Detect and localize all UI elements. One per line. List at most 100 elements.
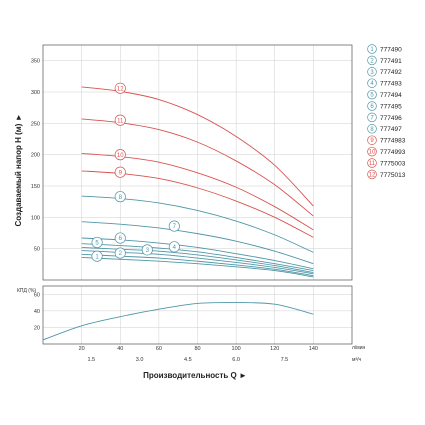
flow-tick-140: 140	[309, 346, 318, 352]
flow-tick-secondary-4.5: 4.5	[184, 357, 192, 363]
efficiency-y-ticks: 20 40 60	[34, 292, 40, 331]
efficiency-tick-60: 60	[34, 292, 40, 298]
curve-badge-12	[114, 82, 126, 94]
legend-badge-2	[367, 55, 377, 66]
head-tick-350: 350	[31, 59, 40, 65]
flow-tick-secondary-1.5: 1.5	[87, 357, 95, 363]
efficiency-curve	[42, 302, 314, 341]
legend-badge-9	[367, 135, 377, 145]
curve-badge-label-12: 12	[117, 86, 124, 92]
flow-tick-20: 20	[79, 346, 85, 352]
efficiency-frame	[42, 285, 353, 345]
curve-badge-11	[114, 114, 126, 126]
head-tick-50: 50	[34, 247, 40, 253]
legend-item-10: 7774993	[380, 149, 406, 156]
legend-badge-1	[367, 44, 377, 54]
legend-badge-11	[367, 158, 377, 168]
legend-badge-label-11: 11	[369, 161, 376, 167]
efficiency-curve-line	[42, 302, 314, 341]
legend-item-12: 7775013	[380, 172, 406, 179]
curve-badge-label-5: 5	[95, 241, 99, 247]
head-curve-7	[81, 221, 314, 265]
head-tick-250: 250	[31, 121, 40, 127]
legend-badge-6	[367, 101, 377, 111]
curve-badge-label-9: 9	[119, 170, 123, 176]
flow-tick-120: 120	[270, 346, 279, 352]
flow-tick-100: 100	[232, 346, 241, 352]
head-curve-5	[81, 243, 314, 272]
legend-item-3: 777492	[380, 69, 402, 76]
curve-badge-1	[91, 250, 103, 262]
legend-badge-5	[367, 89, 377, 100]
legend-item-7: 777496	[380, 115, 402, 122]
legend-badge-label-7: 7	[370, 115, 374, 121]
flow-tick-secondary-7.5: 7.5	[281, 357, 289, 363]
curve-badge-label-8: 8	[119, 195, 123, 201]
curve-badge-7	[168, 220, 180, 232]
flow-axis-title: Производительность Q ►	[143, 371, 247, 380]
curve-badge-9	[114, 166, 126, 178]
legend-item-11: 7775003	[380, 160, 406, 167]
legend-badge-4	[367, 78, 377, 88]
legend-badge-label-5: 5	[370, 93, 374, 99]
legend-badge-label-1: 1	[370, 47, 374, 53]
efficiency-tick-20: 20	[34, 325, 40, 331]
flow-unit-m3h: м³/ч	[352, 357, 361, 363]
head-curve-1	[81, 256, 314, 278]
flow-tick-40: 40	[117, 346, 123, 352]
legend-badge-label-8: 8	[370, 127, 374, 133]
legend-badge-label-2: 2	[370, 58, 374, 64]
legend-badge-label-9: 9	[370, 138, 374, 144]
efficiency-axis-title: КПД (%)	[17, 288, 36, 294]
legend-item-4: 777493	[380, 81, 402, 88]
curve-badge-label-2: 2	[119, 251, 123, 257]
curve-badge-10	[114, 149, 126, 161]
curve-badge-label-11: 11	[117, 118, 124, 124]
legend-badge-label-12: 12	[369, 172, 376, 178]
curve-badge-label-4: 4	[173, 245, 177, 251]
curve-badge-6	[114, 232, 126, 244]
legend: 1 777490 2 777491 3 777492 4 777493 5 777494 6 7774…	[367, 44, 406, 180]
legend-badge-12	[367, 169, 377, 180]
curve-badge-2	[114, 247, 126, 259]
head-tick-300: 300	[31, 90, 40, 96]
legend-badge-10	[367, 146, 377, 157]
head-axis-title: Создаваемый напор H (м) ►	[14, 113, 23, 226]
head-tick-200: 200	[31, 153, 40, 159]
flow-tick-secondary-3.0: 3.0	[136, 357, 144, 363]
flow-ticks-secondary: 1.5 3.0 4.5 6.0 7.5	[87, 357, 288, 363]
curve-badge-8	[114, 191, 126, 203]
flow-unit-lpm: л/мин	[352, 345, 366, 351]
legend-item-2: 777491	[380, 58, 402, 65]
legend-badge-label-10: 10	[369, 150, 376, 156]
legend-item-5: 777494	[380, 92, 402, 99]
head-tick-150: 150	[31, 184, 40, 190]
legend-badge-label-3: 3	[370, 70, 374, 76]
legend-badge-8	[367, 124, 377, 134]
legend-badge-label-4: 4	[370, 81, 374, 87]
head-frame	[42, 44, 353, 281]
curve-badge-label-6: 6	[119, 236, 123, 242]
curve-badge-label-7: 7	[173, 224, 177, 230]
curve-badge-label-1: 1	[95, 254, 99, 260]
legend-item-9: 7774983	[380, 138, 406, 145]
flow-ticks: 20 40 60 80 100 120 140	[79, 346, 318, 352]
legend-item-1: 777490	[380, 46, 402, 53]
legend-badge-3	[367, 67, 377, 77]
flow-tick-80: 80	[194, 346, 200, 352]
curve-badge-label-3: 3	[146, 248, 150, 254]
head-tick-100: 100	[31, 215, 40, 221]
head-grid	[43, 45, 352, 280]
efficiency-tick-40: 40	[34, 309, 40, 315]
legend-item-8: 777497	[380, 126, 402, 133]
curve-badge-4	[168, 241, 180, 253]
efficiency-panel: 20 40 60 КПД (%) 20 40 60 80 100 120 140 1.5 3.0 4…	[17, 285, 366, 380]
legend-badge-7	[367, 112, 377, 123]
curve-badge-label-10: 10	[117, 153, 124, 159]
flow-tick-secondary-6.0: 6.0	[232, 357, 240, 363]
flow-tick-60: 60	[156, 346, 162, 352]
legend-item-6: 777495	[380, 103, 402, 110]
